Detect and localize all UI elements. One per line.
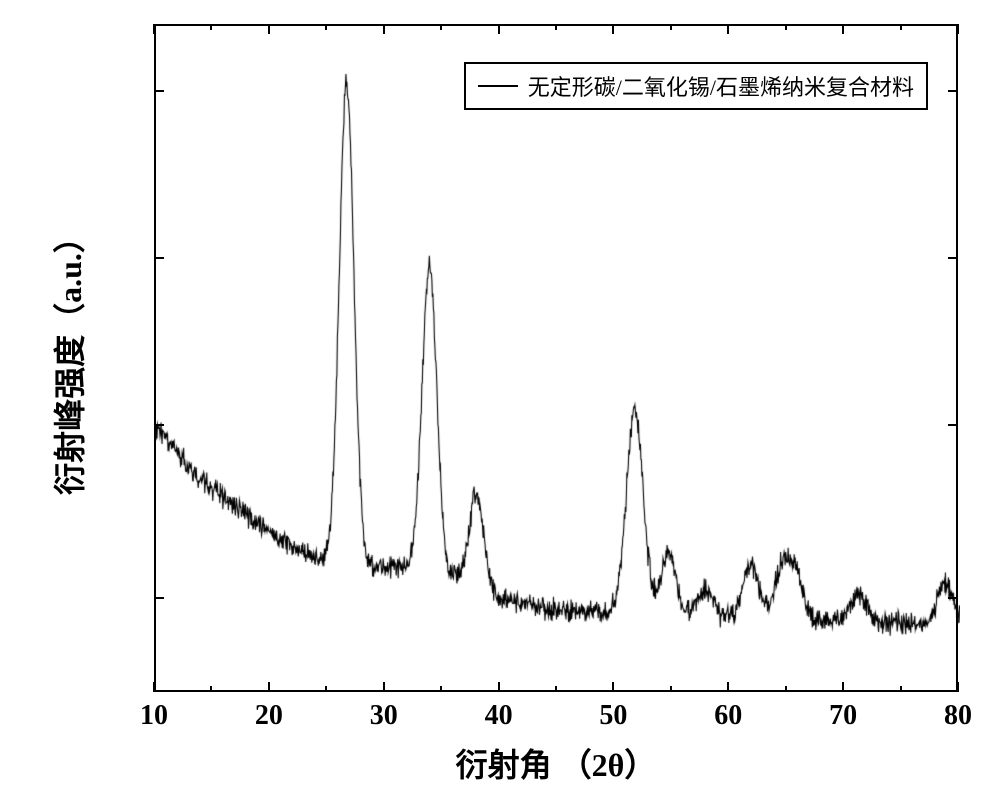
legend: 无定形碳/二氧化锡/石墨烯纳米复合材料 — [464, 62, 928, 110]
x-tick-top — [498, 24, 500, 34]
x-tick-top — [383, 24, 385, 34]
x-tick — [842, 682, 844, 692]
xrd-curve — [156, 26, 960, 694]
x-tick-top — [727, 24, 729, 34]
x-tick — [325, 686, 327, 692]
x-tick-label: 30 — [370, 700, 398, 732]
y-tick-right — [948, 597, 958, 599]
x-tick-top — [440, 24, 442, 30]
x-tick-label: 10 — [140, 700, 168, 732]
x-tick — [785, 686, 787, 692]
legend-sample-line — [478, 85, 518, 87]
x-tick — [900, 686, 902, 692]
x-tick — [555, 686, 557, 692]
x-tick-top — [842, 24, 844, 34]
x-tick-label: 20 — [255, 700, 283, 732]
y-tick-left — [154, 257, 164, 259]
x-tick — [498, 682, 500, 692]
y-tick-left — [154, 424, 164, 426]
x-tick-top — [900, 24, 902, 30]
x-tick-top — [325, 24, 327, 30]
x-tick — [383, 682, 385, 692]
x-tick-top — [210, 24, 212, 30]
x-axis-title: 衍射角 （2θ） — [456, 740, 657, 786]
plot-frame: 无定形碳/二氧化锡/石墨烯纳米复合材料 — [154, 24, 958, 692]
x-tick — [210, 686, 212, 692]
x-tick-top — [670, 24, 672, 30]
x-tick-top — [785, 24, 787, 30]
x-tick-top — [153, 24, 155, 34]
x-tick-label: 40 — [485, 700, 513, 732]
x-tick — [268, 682, 270, 692]
x-tick-top — [268, 24, 270, 34]
x-tick — [153, 682, 155, 692]
x-tick — [440, 686, 442, 692]
x-tick-top — [612, 24, 614, 34]
y-tick-left — [154, 90, 164, 92]
x-tick-top — [555, 24, 557, 30]
x-tick-label: 80 — [944, 700, 972, 732]
x-tick — [670, 686, 672, 692]
y-axis-title: 衍射峰强度（a.u.） — [45, 221, 91, 495]
y-tick-right — [948, 90, 958, 92]
x-tick — [957, 682, 959, 692]
x-tick — [727, 682, 729, 692]
y-tick-right — [948, 257, 958, 259]
x-tick-label: 60 — [714, 700, 742, 732]
x-tick — [612, 682, 614, 692]
chart-container: 无定形碳/二氧化锡/石墨烯纳米复合材料 10 20 30 40 50 60 70 80 衍射角… — [0, 0, 1000, 797]
x-tick-label: 70 — [829, 700, 857, 732]
x-tick-top — [957, 24, 959, 34]
x-tick-label: 50 — [599, 700, 627, 732]
y-tick-right — [948, 424, 958, 426]
legend-label: 无定形碳/二氧化锡/石墨烯纳米复合材料 — [528, 70, 914, 102]
y-tick-left — [154, 597, 164, 599]
